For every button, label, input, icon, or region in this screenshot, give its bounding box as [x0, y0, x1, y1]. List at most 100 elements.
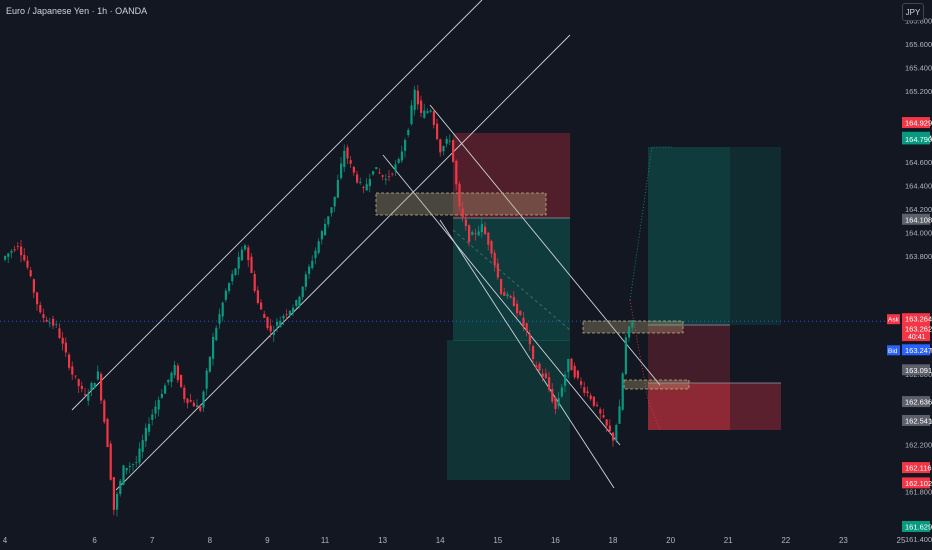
- candle: [266, 316, 269, 331]
- price-tag-box: [887, 314, 900, 325]
- stop-zone: [648, 383, 730, 430]
- candle-body: [160, 393, 163, 398]
- candle: [372, 171, 375, 176]
- candle: [240, 246, 243, 261]
- candle: [183, 384, 186, 403]
- down-channel-mid-line: [429, 104, 661, 386]
- candle: [532, 344, 535, 365]
- candle-body: [551, 389, 554, 402]
- candle: [128, 462, 131, 474]
- candle-body: [490, 241, 493, 254]
- candle: [96, 365, 99, 381]
- candle: [295, 299, 298, 309]
- candle-body: [141, 440, 144, 452]
- candle: [292, 304, 295, 316]
- candle-body: [116, 493, 119, 510]
- candle: [455, 159, 458, 190]
- candle: [557, 392, 560, 410]
- candle: [272, 325, 275, 342]
- candle-body: [592, 396, 595, 406]
- candle: [426, 108, 429, 114]
- candle: [298, 295, 301, 309]
- candle-body: [484, 226, 487, 235]
- y-tick-label: 165.200: [905, 87, 932, 96]
- candle: [496, 258, 499, 281]
- candle: [624, 333, 627, 376]
- candle: [628, 325, 631, 342]
- candle-body: [87, 393, 90, 401]
- upper-risk-zone: [648, 325, 730, 383]
- candle-body: [39, 305, 42, 313]
- candle-body: [384, 179, 387, 180]
- price-label-box: [902, 344, 930, 356]
- candles-group: [4, 84, 634, 517]
- currency-button[interactable]: JPY: [902, 3, 924, 21]
- price-label: 163.091: [905, 366, 932, 375]
- candle: [100, 371, 103, 405]
- candle: [554, 397, 557, 415]
- candle-body: [397, 159, 400, 163]
- candle-body: [84, 394, 87, 396]
- candle: [535, 361, 538, 370]
- candle-body: [13, 249, 16, 251]
- y-tick-label: 161.800: [905, 488, 932, 497]
- candle-body: [474, 233, 477, 235]
- candle-body: [602, 415, 605, 418]
- candle-body: [349, 160, 352, 164]
- x-tick-label: 15: [493, 536, 502, 545]
- candle: [23, 248, 26, 262]
- candle: [429, 108, 432, 113]
- channel-lower-line: [115, 34, 571, 491]
- candle-body: [436, 123, 439, 140]
- candle: [516, 299, 519, 318]
- candle: [138, 442, 141, 466]
- candle: [74, 375, 77, 380]
- down-channel-lower-line: [439, 219, 615, 489]
- candle-body: [224, 290, 227, 300]
- candle: [151, 409, 154, 426]
- candle-body: [554, 397, 557, 409]
- candle: [484, 222, 487, 235]
- candle-body: [167, 379, 170, 383]
- price-label: 162.541: [905, 416, 932, 425]
- candle-body: [528, 334, 531, 345]
- candle-body: [93, 382, 96, 388]
- candle-body: [343, 150, 346, 168]
- candle: [48, 317, 51, 328]
- candle: [512, 291, 515, 307]
- candle-body: [237, 256, 240, 269]
- candle-body: [356, 174, 359, 183]
- candle-body: [519, 311, 522, 315]
- candle-body: [45, 319, 48, 322]
- candle-body: [279, 320, 282, 328]
- candle: [596, 401, 599, 408]
- x-tick-label: 21: [724, 536, 733, 545]
- x-tick-label: 7: [150, 536, 155, 545]
- candle: [10, 249, 13, 259]
- candle-body: [583, 387, 586, 393]
- candle-body: [512, 296, 515, 307]
- candle: [359, 177, 362, 185]
- price-label: 161.629: [905, 522, 932, 531]
- x-tick-label: 22: [781, 536, 790, 545]
- candle: [196, 399, 199, 408]
- candle-body: [157, 399, 160, 410]
- candle-body: [605, 419, 608, 426]
- candle-body: [4, 256, 7, 260]
- candle-body: [272, 331, 275, 335]
- candle-body: [423, 110, 426, 118]
- candle: [308, 264, 311, 280]
- candle-body: [122, 465, 125, 485]
- candle: [55, 321, 58, 328]
- candle-body: [404, 140, 407, 151]
- candle-body: [304, 274, 307, 287]
- price-label-box: [902, 364, 930, 376]
- candle-body: [295, 300, 298, 306]
- candle-body: [400, 151, 403, 161]
- candle-body: [112, 477, 115, 510]
- candle-body: [391, 173, 394, 175]
- price-label: 164.790: [905, 135, 932, 144]
- candle: [384, 174, 387, 185]
- price-label: 162.102: [905, 479, 932, 488]
